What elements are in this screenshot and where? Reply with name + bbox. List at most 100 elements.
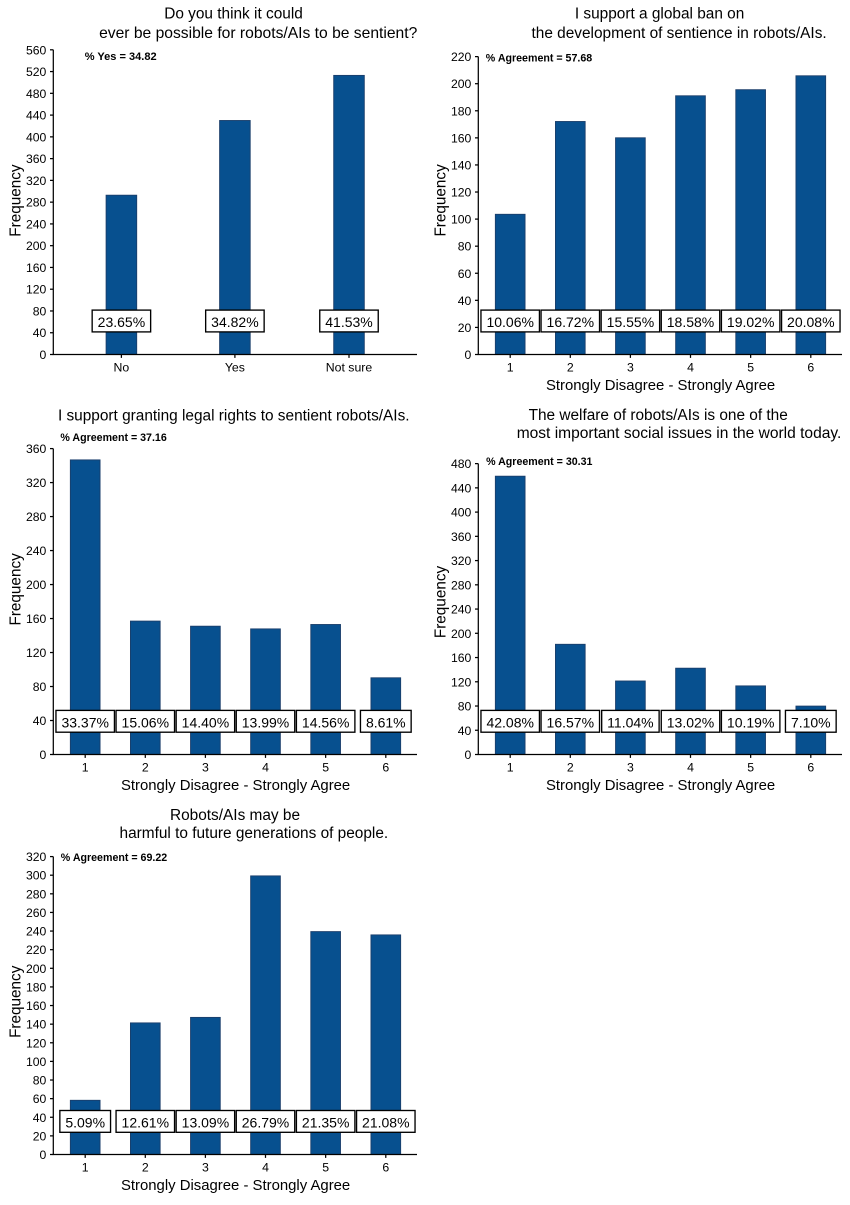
svg-text:Robots/AIs may be: Robots/AIs may be [170,807,300,824]
svg-text:21.35%: 21.35% [302,1114,349,1130]
svg-text:15.06%: 15.06% [122,714,169,730]
svg-text:Do you think it could: Do you think it could [164,6,303,23]
svg-text:160: 160 [26,261,47,275]
svg-text:21.08%: 21.08% [362,1114,409,1130]
svg-text:200: 200 [451,627,472,641]
svg-text:320: 320 [26,476,47,490]
svg-text:harmful to future generations: harmful to future generations of people. [120,825,389,842]
svg-text:Not sure: Not sure [326,361,373,375]
svg-text:400: 400 [451,506,472,520]
svg-text:5.09%: 5.09% [65,1114,105,1130]
svg-text:120: 120 [451,186,472,200]
svg-text:Frequency: Frequency [432,164,449,237]
svg-text:13.99%: 13.99% [242,714,289,730]
svg-text:33.37%: 33.37% [61,714,108,730]
svg-text:320: 320 [26,174,47,188]
svg-text:19.02%: 19.02% [727,314,774,330]
svg-text:16.72%: 16.72% [547,314,594,330]
svg-text:200: 200 [26,578,47,592]
svg-text:240: 240 [451,603,472,617]
svg-text:41.53%: 41.53% [325,314,372,330]
svg-text:60: 60 [33,1092,47,1106]
svg-text:80: 80 [458,700,472,714]
svg-text:Strongly Disagree - Strongly A: Strongly Disagree - Strongly Agree [546,378,775,394]
svg-text:Frequency: Frequency [7,553,24,626]
svg-text:14.40%: 14.40% [182,714,229,730]
svg-text:140: 140 [26,1018,47,1032]
svg-text:320: 320 [26,850,47,864]
svg-text:120: 120 [26,283,47,297]
svg-text:8.61%: 8.61% [366,714,406,730]
svg-text:34.82%: 34.82% [211,314,258,330]
svg-text:3: 3 [627,361,634,375]
svg-text:2: 2 [142,1161,149,1175]
svg-text:40: 40 [458,724,472,738]
svg-text:The welfare of robots/AIs is o: The welfare of robots/AIs is one of the [529,407,788,424]
svg-text:1: 1 [507,361,514,375]
svg-text:40: 40 [33,714,47,728]
svg-text:360: 360 [26,442,47,456]
svg-text:160: 160 [26,999,47,1013]
svg-text:100: 100 [451,213,472,227]
svg-text:I support granting legal right: I support granting legal rights to senti… [58,407,410,424]
svg-text:220: 220 [26,943,47,957]
svg-text:360: 360 [26,152,47,166]
svg-text:120: 120 [26,1036,47,1050]
svg-text:5: 5 [747,361,754,375]
svg-text:1: 1 [82,761,89,775]
svg-text:440: 440 [26,109,47,123]
svg-text:0: 0 [40,748,47,762]
svg-text:160: 160 [451,131,472,145]
svg-text:80: 80 [33,680,47,694]
svg-text:80: 80 [33,1074,47,1088]
svg-text:% Agreement = 57.68: % Agreement = 57.68 [486,53,592,65]
svg-text:1: 1 [507,761,514,775]
svg-text:400: 400 [26,130,47,144]
svg-text:220: 220 [451,50,472,64]
svg-text:No: No [114,361,130,375]
svg-text:Frequency: Frequency [7,164,24,237]
svg-text:% Agreement = 30.31: % Agreement = 30.31 [486,456,592,468]
svg-text:% Yes = 34.82: % Yes = 34.82 [85,51,157,63]
svg-text:10.06%: 10.06% [486,314,533,330]
svg-text:40: 40 [458,294,472,308]
svg-text:Frequency: Frequency [7,965,24,1038]
svg-text:4: 4 [687,761,694,775]
svg-text:120: 120 [26,646,47,660]
svg-text:6: 6 [807,361,814,375]
svg-text:440: 440 [451,481,472,495]
svg-text:most important social issues i: most important social issues in the worl… [517,425,842,442]
svg-text:480: 480 [451,457,472,471]
svg-text:180: 180 [26,980,47,994]
svg-text:Strongly Disagree - Strongly A: Strongly Disagree - Strongly Agree [121,1178,350,1194]
svg-text:200: 200 [451,77,472,91]
svg-text:18.58%: 18.58% [667,314,714,330]
svg-text:200: 200 [26,962,47,976]
svg-text:140: 140 [451,158,472,172]
svg-text:7.10%: 7.10% [791,714,831,730]
svg-text:280: 280 [451,578,472,592]
svg-text:26.79%: 26.79% [242,1114,289,1130]
svg-text:2: 2 [142,761,149,775]
svg-text:280: 280 [26,510,47,524]
svg-text:2: 2 [567,361,574,375]
svg-text:240: 240 [26,217,47,231]
svg-text:6: 6 [807,761,814,775]
svg-text:560: 560 [26,43,47,57]
svg-text:280: 280 [26,887,47,901]
svg-text:0: 0 [40,348,47,362]
svg-text:320: 320 [451,554,472,568]
svg-text:280: 280 [26,196,47,210]
svg-text:4: 4 [262,761,269,775]
svg-text:300: 300 [26,869,47,883]
svg-text:160: 160 [451,651,472,665]
svg-text:240: 240 [26,544,47,558]
svg-text:3: 3 [202,761,209,775]
svg-text:the development of sentience i: the development of sentience in robots/A… [532,25,827,42]
svg-text:Strongly Disagree - Strongly A: Strongly Disagree - Strongly Agree [546,778,775,794]
svg-text:80: 80 [33,304,47,318]
svg-text:40: 40 [33,326,47,340]
svg-text:12.61%: 12.61% [122,1114,169,1130]
svg-text:I support a global ban on: I support a global ban on [575,6,744,23]
svg-text:6: 6 [382,1161,389,1175]
